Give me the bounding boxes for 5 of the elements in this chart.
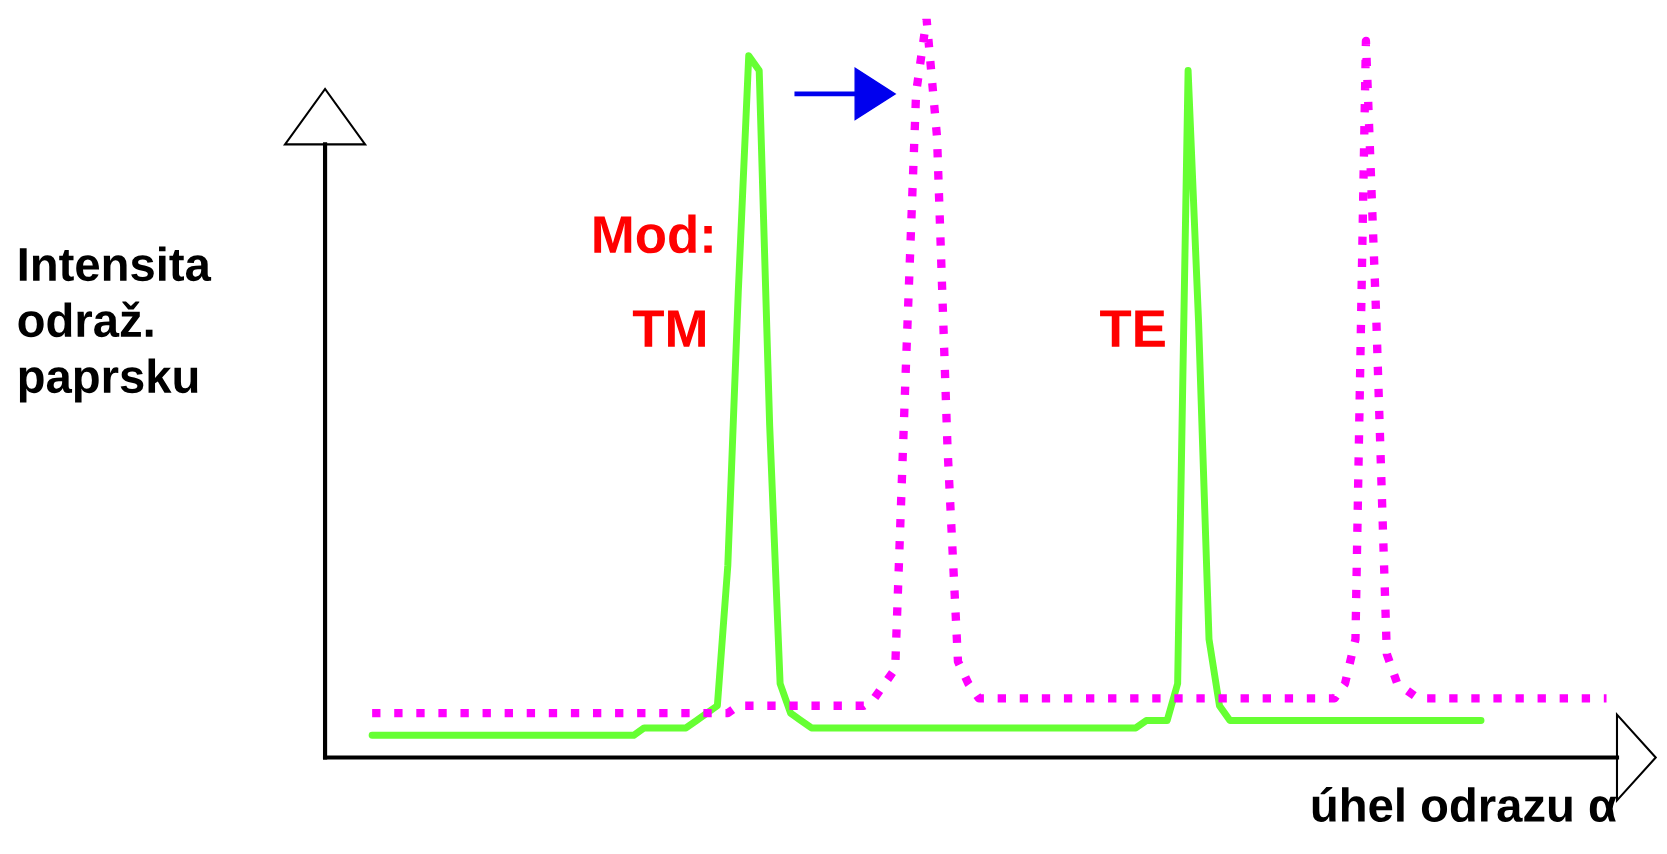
x-axis-title: úhel odrazu α	[1312, 786, 1617, 823]
annotation: TE	[1100, 310, 1165, 347]
annotation: TM	[632, 310, 705, 347]
y-axis-title: Intensita odraž. paprsku	[18, 246, 212, 403]
annotation: Mod:	[594, 214, 712, 254]
